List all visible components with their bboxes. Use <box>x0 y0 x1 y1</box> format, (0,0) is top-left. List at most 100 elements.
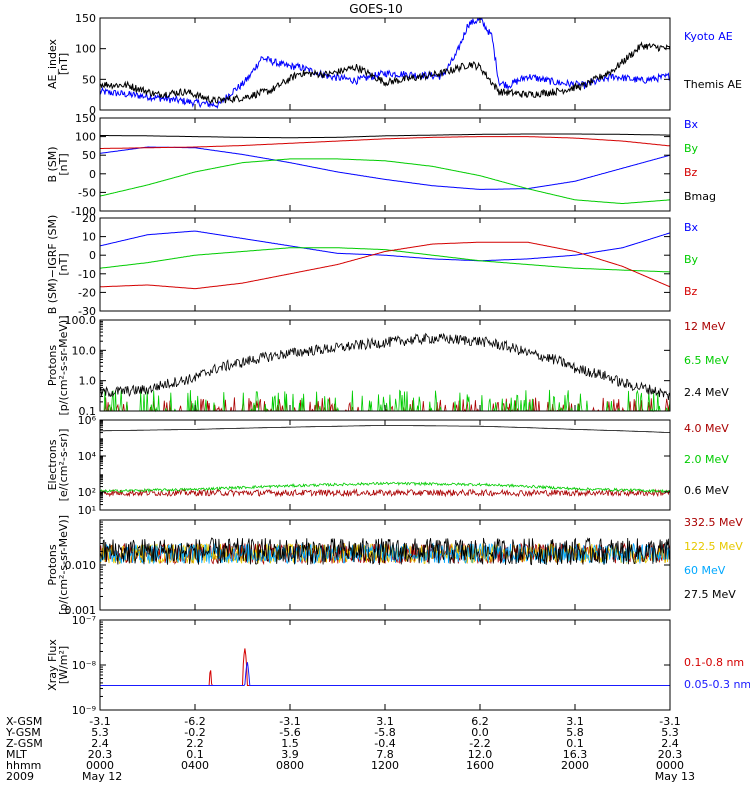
x-axis-value: -6.2 <box>184 715 205 728</box>
x-axis-value: 16.3 <box>563 748 588 761</box>
panel-5: 10¹ 10² 10⁴ 10⁶ Electrons[e/(cm²-s-sr)] 4.0 M… <box>46 414 729 517</box>
x-axis-value: -5.8 <box>374 726 395 739</box>
x-axis-value: 2.4 <box>91 737 109 750</box>
series-line-bmag <box>100 133 670 139</box>
series-line-kyoto-ae <box>99 17 671 110</box>
x-axis-value: 20.3 <box>658 748 683 761</box>
series-line-themis-ae <box>99 41 671 105</box>
x-axis-value: 20.3 <box>88 748 113 761</box>
legend-entry: 0.05-0.3 nm <box>684 678 750 691</box>
x-axis-value: 0.0 <box>471 726 489 739</box>
x-axis-row-label: hhmm <box>6 759 41 772</box>
x-axis-value: -3.1 <box>89 715 110 728</box>
panel-2: -100 -50 0 50 100 150 B (SM)[nT] Bx By Bz Bmag <box>46 112 716 218</box>
y-tick-label: -20 <box>78 286 96 299</box>
y-axis-label: Electrons <box>46 439 59 490</box>
x-axis-row-label: X-GSM <box>6 715 42 728</box>
y-tick-label: 10² <box>78 486 96 499</box>
x-axis-value: -0.2 <box>184 726 205 739</box>
legend-entry: 332.5 MeV <box>684 516 743 529</box>
y-axis-unit-label: [p/(cm²-s-sr-MeV)] <box>57 316 70 416</box>
y-axis-unit-label: [nT] <box>57 153 70 175</box>
series-line-bx <box>99 230 671 262</box>
x-axis-value: 1.5 <box>281 737 299 750</box>
x-axis-row-label: Y-GSM <box>5 726 41 739</box>
y-tick-label: 50 <box>82 73 96 86</box>
y-axis-label: AE_index <box>46 38 59 89</box>
legend-entry: 60 MeV <box>684 564 726 577</box>
y-tick-label: 1.0 <box>79 375 97 388</box>
x-axis-value: 2000 <box>561 759 589 772</box>
panel-frame <box>99 117 671 212</box>
y-tick-label: 0 <box>89 104 96 117</box>
y-axis-label: Protons <box>46 345 59 386</box>
y-axis-unit-label: [W/m²] <box>57 646 70 684</box>
panel-frame <box>99 17 671 111</box>
y-tick-label: 0.1 <box>79 405 97 418</box>
legend-entry: Themis AE <box>683 78 742 91</box>
y-tick-label: 0.010 <box>65 559 97 572</box>
x-axis-value: May 12 <box>82 770 122 783</box>
y-tick-label: 100.0 <box>65 314 97 327</box>
series-line-by <box>99 158 671 204</box>
y-axis-label: B (SM)−IGRF (SM) <box>46 215 59 315</box>
x-axis-value: 5.8 <box>566 726 584 739</box>
y-tick-label: 0.001 <box>65 604 97 617</box>
x-axis-value: 2.2 <box>186 737 204 750</box>
series-line-bz <box>100 241 671 290</box>
legend-entry: Bx <box>684 221 699 234</box>
series-line-0-1-0-8-nm <box>100 648 670 686</box>
series-line-27-5-mev <box>99 537 671 566</box>
legend-entry: 4.0 MeV <box>684 422 729 435</box>
panel-frame <box>99 619 671 711</box>
legend-entry: 27.5 MeV <box>684 588 736 601</box>
legend-entry: 122.5 MeV <box>684 540 743 553</box>
x-axis-value: 0.1 <box>186 748 204 761</box>
panel-6: 0.001 0.010 Protons[p/(cm²-s-sr-MeV)] 332.5… <box>46 515 743 617</box>
x-axis-value: 5.3 <box>661 726 679 739</box>
series-line-by <box>99 247 670 273</box>
y-tick-label: 0 <box>89 168 96 181</box>
legend-entry: Bz <box>684 166 698 179</box>
x-axis-value: -3.1 <box>279 715 300 728</box>
legend-entry: Bx <box>684 118 699 131</box>
legend-entry: Bmag <box>684 190 716 203</box>
panel-7: 10⁻⁹ 10⁻⁸ 10⁻⁷ Xray Flux[W/m²] 0.1-0.8 nm 0.0… <box>46 614 750 717</box>
panel-frame <box>99 519 671 611</box>
y-tick-label: 10⁻⁸ <box>72 659 97 672</box>
y-tick-label: 0 <box>89 249 96 262</box>
legend-entry: 2.4 MeV <box>684 386 729 399</box>
panel-3: -30 -20 -10 0 10 20 B (SM)−IGRF (SM)[nT] Bx By Bz <box>46 212 699 318</box>
x-axis-value: 1600 <box>466 759 494 772</box>
y-axis-unit-label: [p/(cm²-s-sr-MeV)] <box>57 515 70 615</box>
x-axis-value: -3.1 <box>659 715 680 728</box>
legend-entry: 2.0 MeV <box>684 453 729 466</box>
legend-entry: 0.1-0.8 nm <box>684 656 744 669</box>
x-axis-row-label: Z-GSM <box>6 737 43 750</box>
y-tick-label: 150 <box>75 112 96 125</box>
x-axis-value: 5.3 <box>91 726 109 739</box>
x-axis-value: 3.9 <box>281 748 299 761</box>
y-tick-label: 10¹ <box>78 504 96 517</box>
y-tick-label: 10⁶ <box>78 414 97 427</box>
x-axis-value: 0000 <box>656 759 684 772</box>
x-axis-value: -5.6 <box>279 726 300 739</box>
x-axis-value: 7.8 <box>376 748 394 761</box>
legend-entry: Bz <box>684 285 698 298</box>
legend-entry: Kyoto AE <box>684 30 733 43</box>
series-line-2-0-mev <box>99 481 671 494</box>
x-axis-value: 3.1 <box>376 715 394 728</box>
y-tick-label: 50 <box>82 149 96 162</box>
y-tick-label: 20 <box>82 212 96 225</box>
panel-1: 0 50 100 150 AE_index[nT] Kyoto AE Themis AE <box>46 12 742 117</box>
series-line-0-6-mev <box>100 424 671 433</box>
y-tick-label: -30 <box>78 305 96 318</box>
x-axis-value: 3.1 <box>566 715 584 728</box>
legend-entry: By <box>684 253 699 266</box>
figure-title: GOES-10 <box>349 2 403 16</box>
series-line-0-05-0-3-nm <box>100 662 670 686</box>
x-axis-value: -0.4 <box>374 737 395 750</box>
y-axis-unit-label: [nT] <box>57 253 70 275</box>
x-axis-value: 0800 <box>276 759 304 772</box>
panel-4: 0.1 1.0 10.0 100.0 Protons[p/(cm²-s-sr-MeV)]… <box>46 314 729 418</box>
